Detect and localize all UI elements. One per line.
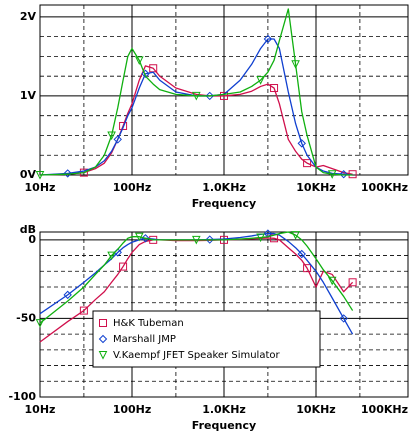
x-axis-label: Frequency (192, 197, 256, 210)
marker (339, 170, 348, 179)
plot (39, 4, 409, 176)
y-tick-label: 0 (28, 233, 36, 246)
plot-frame (39, 231, 409, 398)
x-tick-label: 10KHz (296, 181, 335, 194)
marker (119, 262, 128, 271)
x-tick-label: 10Hz (25, 181, 56, 194)
y-tick-label: -100 (8, 390, 36, 403)
x-tick-label: 100Hz (113, 181, 152, 194)
marker (107, 131, 116, 141)
x-tick-label: 100Hz (113, 403, 152, 416)
marker (327, 170, 337, 179)
x-tick-label: 1.0KHz (202, 403, 246, 416)
marker (291, 60, 300, 69)
marker (339, 314, 348, 323)
marker (98, 351, 108, 360)
marker (256, 233, 265, 243)
marker (119, 121, 128, 130)
marker (220, 91, 228, 100)
series-line (39, 8, 353, 176)
legend-label: Marshall JMP (113, 334, 176, 345)
marker (107, 251, 116, 261)
marker (205, 235, 214, 244)
marker (134, 56, 144, 65)
marker (141, 69, 150, 78)
x-tick-label: 100KHz (361, 403, 408, 416)
legend-label: V.Kaempf JFET Speaker Simulator (113, 350, 280, 361)
y-tick-label: -50 (16, 311, 36, 324)
y-tick-label: 2V (20, 10, 37, 23)
x-axis-label: Frequency (192, 419, 256, 432)
y-axis-label: dB (20, 223, 36, 236)
x-tick-label: 1.0KHz (202, 181, 246, 194)
marker (35, 171, 45, 180)
marker (99, 319, 107, 327)
marker (63, 169, 72, 178)
marker (191, 91, 201, 101)
legend-box (92, 310, 321, 368)
x-tick-label: 10Hz (25, 403, 56, 416)
series-line (39, 65, 353, 176)
x-tick-label: 100KHz (361, 181, 408, 194)
plot-frame (39, 4, 409, 176)
marker (134, 232, 144, 242)
y-tick-label: 1V (20, 89, 37, 102)
series-line (39, 38, 353, 176)
y-tick-label: 0V (20, 168, 37, 181)
marker (35, 319, 45, 328)
marker (98, 334, 108, 344)
marker (297, 249, 306, 259)
marker (291, 231, 300, 240)
series-line (39, 231, 354, 324)
x-tick-label: 10KHz (296, 403, 335, 416)
legend-label: H&K Tubeman (113, 318, 184, 329)
marker (205, 91, 214, 101)
marker (79, 306, 88, 315)
marker (303, 159, 312, 168)
marker (113, 135, 122, 144)
marker (256, 76, 265, 85)
marker (327, 276, 337, 286)
marker (191, 235, 201, 245)
marker (297, 139, 306, 148)
marker (63, 290, 72, 300)
marker (270, 84, 279, 93)
marker (348, 278, 357, 287)
legend: H&K Tubeman Marshall JMP V.Kaempf JFET Spe… (92, 310, 321, 368)
marker (263, 34, 273, 44)
marker (303, 264, 312, 273)
